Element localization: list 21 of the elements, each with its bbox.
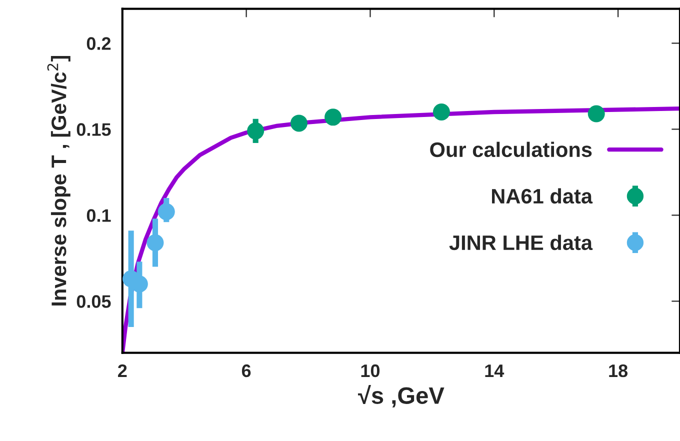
y-tick-label: 0.2 bbox=[86, 37, 111, 50]
point bbox=[158, 203, 175, 220]
point bbox=[290, 114, 308, 132]
x-tick-label: 10 bbox=[361, 364, 380, 378]
y-axis-title: Inverse slope T , [GeV/c$^{2}$] bbox=[47, 56, 70, 306]
x-tick-label: 18 bbox=[609, 364, 628, 378]
y-tick-label: 0.05 bbox=[76, 295, 111, 308]
legend-label: JINR LHE data bbox=[449, 234, 593, 250]
y-tick-label: 0.15 bbox=[76, 123, 111, 136]
x-axis-title: √s ,GeV bbox=[358, 385, 444, 408]
point bbox=[588, 105, 605, 122]
point bbox=[146, 234, 164, 252]
point bbox=[432, 104, 450, 121]
legend-label: Our calculations bbox=[430, 142, 592, 158]
x-tick-label: 2 bbox=[118, 364, 127, 377]
x-tick-label: 6 bbox=[242, 364, 251, 378]
x-tick-label: 14 bbox=[485, 364, 504, 377]
point bbox=[247, 122, 264, 140]
y-tick-label: 0.1 bbox=[86, 209, 111, 222]
legend-label: NA61 data bbox=[492, 188, 593, 204]
point bbox=[324, 108, 342, 126]
